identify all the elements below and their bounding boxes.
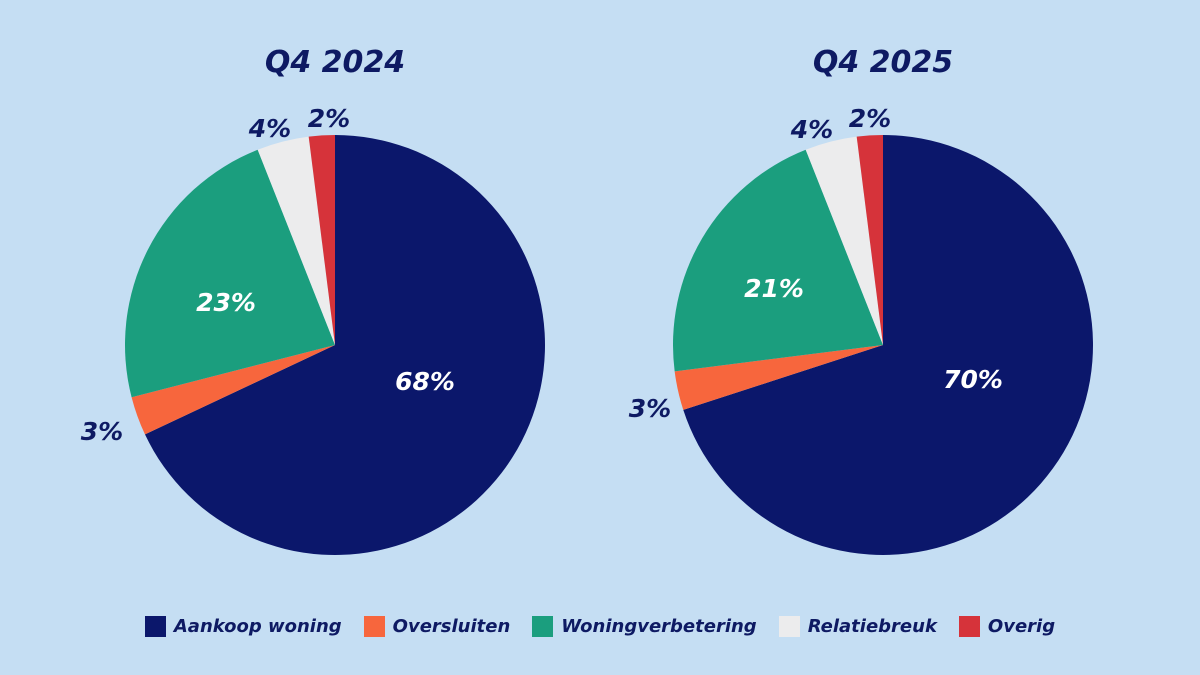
legend-swatch-oversluiten bbox=[363, 615, 385, 637]
data-label-oversluiten-q4-2024: 3% bbox=[81, 417, 123, 446]
pie-slice-woningverbetering-q4-2025 bbox=[673, 149, 883, 372]
data-label-relatiebreuk-q4-2025: 4% bbox=[790, 115, 833, 144]
pie-slice-oversluiten-q4-2025 bbox=[674, 345, 883, 410]
data-label-woningverbetering-q4-2024: 23% bbox=[196, 288, 256, 317]
pie-slice-relatiebreuk-q4-2024 bbox=[257, 136, 335, 345]
legend-label-relatiebreuk: Relatiebreuk bbox=[807, 615, 937, 637]
legend-swatch-woningverbetering bbox=[532, 615, 554, 637]
pie-slice-relatiebreuk-q4-2025 bbox=[805, 136, 883, 345]
pie-slice-aankoop-woning-q4-2024 bbox=[144, 135, 545, 555]
legend-label-woningverbetering: Woningverbetering bbox=[561, 615, 757, 637]
pie-chart-q4-2024: Q4 2024 68% 3% 23% 4% 2% bbox=[81, 45, 545, 555]
legend-item-aankoop-woning: Aankoop woning bbox=[144, 615, 342, 637]
data-label-relatiebreuk-q4-2024: 4% bbox=[248, 114, 291, 143]
pie-slice-overig-q4-2025 bbox=[856, 135, 883, 345]
legend-swatch-overig bbox=[958, 615, 980, 637]
data-label-oversluiten-q4-2025: 3% bbox=[629, 394, 671, 423]
chart-title-q4-2024: Q4 2024 bbox=[265, 45, 405, 80]
legend-label-oversluiten: Oversluiten bbox=[392, 615, 511, 637]
legend-item-woningverbetering: Woningverbetering bbox=[532, 615, 757, 637]
legend-swatch-aankoop-woning bbox=[144, 615, 166, 637]
legend-label-aankoop-woning: Aankoop woning bbox=[173, 615, 342, 637]
pie-slice-aankoop-woning-q4-2025 bbox=[683, 135, 1093, 556]
pie-slice-woningverbetering-q4-2024 bbox=[124, 149, 335, 398]
legend-label-overig: Overig bbox=[987, 615, 1056, 637]
data-label-overig-q4-2025: 2% bbox=[849, 104, 891, 133]
legend-item-oversluiten: Oversluiten bbox=[363, 615, 511, 637]
data-label-aankoop-woning-q4-2025: 70% bbox=[943, 365, 1003, 394]
pie-chart-q4-2025: Q4 2025 70% 3% 21% 4% 2% bbox=[629, 45, 1093, 556]
pie-slice-oversluiten-q4-2024 bbox=[131, 345, 335, 435]
data-label-aankoop-woning-q4-2024: 68% bbox=[395, 367, 455, 396]
legend-item-overig: Overig bbox=[958, 615, 1056, 637]
chart-title-q4-2025: Q4 2025 bbox=[813, 45, 953, 80]
legend-swatch-relatiebreuk bbox=[778, 615, 800, 637]
data-label-overig-q4-2024: 2% bbox=[308, 104, 350, 133]
legend-item-relatiebreuk: Relatiebreuk bbox=[778, 615, 937, 637]
legend: Aankoop woning Oversluiten Woningverbete… bbox=[0, 613, 1200, 639]
data-label-woningverbetering-q4-2025: 21% bbox=[744, 274, 804, 303]
pie-slice-overig-q4-2024 bbox=[308, 135, 335, 345]
